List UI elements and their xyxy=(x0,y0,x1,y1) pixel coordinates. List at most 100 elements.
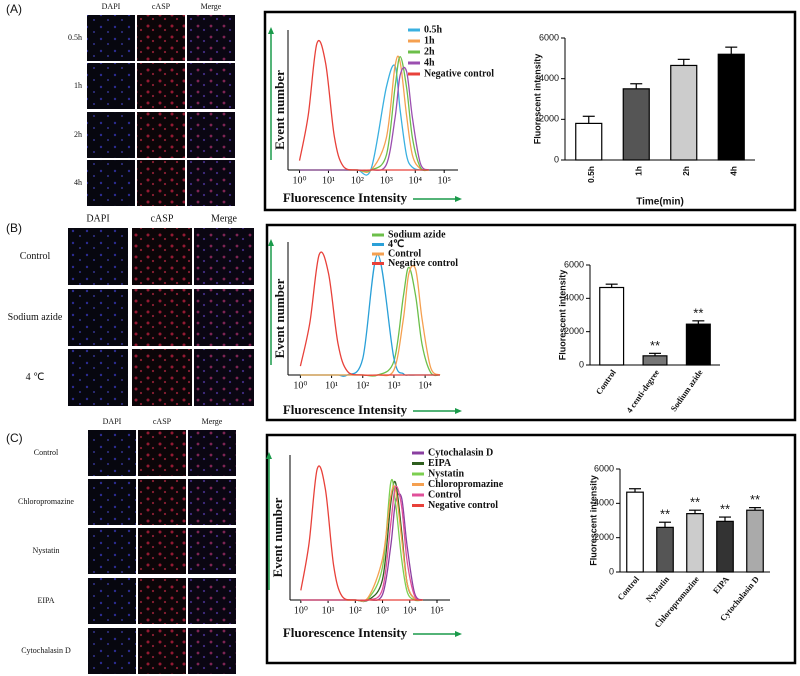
micrograph xyxy=(68,289,128,346)
bar xyxy=(575,122,603,161)
x-tick-label: 10¹ xyxy=(325,380,338,391)
micrograph xyxy=(194,228,254,285)
micrograph xyxy=(88,479,136,525)
bar xyxy=(717,53,745,161)
micrograph xyxy=(68,228,128,285)
x-tick-label: 10⁴ xyxy=(409,175,423,186)
column-header: DAPI xyxy=(103,417,122,426)
legend-label: Cytochalasin D xyxy=(428,447,493,458)
micrograph xyxy=(138,528,186,574)
micrograph xyxy=(188,528,236,574)
row-label: 4h xyxy=(74,178,82,187)
y-axis-title: Fluorescent intensity xyxy=(588,475,598,566)
micrograph xyxy=(138,628,186,674)
x-tick-label: 2h xyxy=(681,166,691,176)
micrograph xyxy=(87,15,135,61)
y-axis-title: Fluorescent intensity xyxy=(557,270,567,361)
y-tick-label: 0 xyxy=(579,359,584,369)
significance: ** xyxy=(650,338,660,353)
micrograph xyxy=(132,228,192,285)
legend-label: 1h xyxy=(424,35,435,46)
micrograph xyxy=(187,63,235,109)
bar xyxy=(599,286,625,366)
histogram-line xyxy=(299,251,440,376)
arrow-head xyxy=(455,408,462,414)
bar xyxy=(716,520,734,573)
row-label: 4 ℃ xyxy=(26,372,45,383)
y-tick-label: 2000 xyxy=(594,532,614,542)
y-tick-label: 6000 xyxy=(594,463,614,473)
bar xyxy=(622,88,650,161)
row-label: Control xyxy=(34,448,59,457)
significance: ** xyxy=(690,495,700,510)
x-tick-label: 10⁵ xyxy=(437,175,451,186)
legend-label: Control xyxy=(428,489,461,500)
histogram-line xyxy=(300,493,424,602)
micrograph xyxy=(88,578,136,624)
row-label: 2h xyxy=(74,130,82,139)
bar xyxy=(670,64,698,161)
x-tick-label: 10⁵ xyxy=(430,605,444,616)
significance: ** xyxy=(750,492,760,507)
y-axis-title: Event number xyxy=(272,70,287,150)
legend-label: Control xyxy=(388,248,421,259)
legend-label: 4℃ xyxy=(388,239,404,250)
x-tick-label: 10⁴ xyxy=(418,380,432,391)
micrograph xyxy=(137,63,185,109)
micrograph xyxy=(88,430,136,476)
micrograph xyxy=(194,349,254,406)
micrograph xyxy=(188,628,236,674)
y-tick-label: 4000 xyxy=(564,293,584,303)
x-tick-label: 10² xyxy=(356,380,369,391)
x-tick-label: 10⁴ xyxy=(403,605,417,616)
micrograph xyxy=(132,349,192,406)
micrograph xyxy=(188,430,236,476)
micrograph xyxy=(194,289,254,346)
micrograph xyxy=(187,15,235,61)
column-header: Merge xyxy=(211,213,237,224)
y-tick-label: 0 xyxy=(609,566,614,576)
y-axis-title: Event number xyxy=(270,497,285,577)
x-tick-label: 10² xyxy=(351,175,364,186)
micrograph xyxy=(188,578,236,624)
column-header: Merge xyxy=(202,417,223,426)
legend-label: Sodium azide xyxy=(388,229,446,240)
x-axis-title: Fluorescence Intensity xyxy=(283,190,408,205)
column-header: cASP xyxy=(152,2,171,11)
micrograph xyxy=(87,63,135,109)
histogram-line xyxy=(298,39,430,171)
x-tick-label: 4 centi-degree xyxy=(624,367,661,414)
panel-box xyxy=(263,10,797,212)
histogram-line xyxy=(300,465,423,601)
micrograph xyxy=(187,112,235,158)
micrograph xyxy=(187,160,235,206)
micrograph xyxy=(138,578,186,624)
y-axis-title: Fluorescent intensity xyxy=(532,54,542,145)
legend-label: Chloropromazine xyxy=(428,479,504,490)
bar xyxy=(626,491,644,573)
arrow-head xyxy=(455,631,462,637)
x-tick-label: 1h xyxy=(634,166,644,176)
x-tick-label: 10² xyxy=(349,605,362,616)
micrograph xyxy=(88,628,136,674)
legend-label: Negative control xyxy=(428,500,498,511)
row-label: Control xyxy=(20,251,51,262)
row-label: 1h xyxy=(74,81,82,90)
row-label: EIPA xyxy=(37,596,54,605)
y-tick-label: 6000 xyxy=(539,32,559,42)
legend-label: Negative control xyxy=(388,258,458,269)
panel-label: (A) xyxy=(6,2,22,16)
x-axis-title: Time(min) xyxy=(636,197,684,208)
legend-label: EIPA xyxy=(428,458,452,469)
column-header: DAPI xyxy=(102,2,121,11)
x-tick-label: 10³ xyxy=(387,380,400,391)
significance: ** xyxy=(693,305,703,320)
panel-box xyxy=(265,433,797,665)
legend-label: Negative control xyxy=(424,68,494,79)
row-label: Cytochalasin D xyxy=(21,646,71,655)
x-tick-label: 10¹ xyxy=(322,605,335,616)
y-tick-label: 6000 xyxy=(564,259,584,269)
histogram-line xyxy=(300,485,424,602)
micrograph xyxy=(87,160,135,206)
